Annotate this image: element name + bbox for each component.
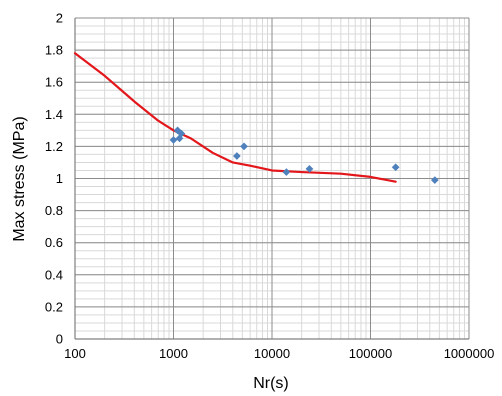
- y-tick-label: 1.2: [45, 139, 63, 154]
- data-point: [240, 142, 248, 151]
- data-point: [177, 129, 186, 138]
- y-tick-label: 2: [56, 11, 63, 26]
- x-axis-title: Nr(s): [253, 375, 289, 392]
- y-axis-title: Max stress (MPa): [11, 116, 28, 241]
- y-tick-label: 1.6: [45, 75, 63, 90]
- gridlines: [74, 17, 470, 340]
- y-tick-label: 0.2: [45, 299, 63, 314]
- y-tick-label: 1.4: [45, 107, 63, 122]
- series-layer: [73, 52, 439, 185]
- y-tick-label: 0.6: [45, 235, 63, 250]
- x-tick-label: 100000: [349, 346, 392, 361]
- y-tick-label: 0.8: [45, 203, 63, 218]
- y-tick-label: 1: [56, 171, 63, 186]
- trend-line: [73, 52, 397, 183]
- data-point: [391, 163, 400, 172]
- data-point: [169, 136, 178, 144]
- x-tick-label: 100: [64, 346, 86, 361]
- data-point: [430, 176, 439, 185]
- axis-frame: [74, 18, 469, 340]
- x-tick-label: 1000: [159, 346, 188, 361]
- x-tick-labels: 100 1000 10000 100000 1000000: [64, 346, 494, 361]
- y-tick-labels: 0 0.2 0.4 0.6 0.8 1 1.2 1.4 1.6 1.8 2: [45, 11, 63, 347]
- data-point: [305, 164, 314, 173]
- data-point: [232, 152, 241, 160]
- x-tick-label: 10000: [254, 346, 290, 361]
- y-tick-label: 0.4: [45, 267, 63, 282]
- data-point: [282, 168, 291, 177]
- y-tick-label: 1.8: [45, 43, 63, 58]
- x-tick-label: 1000000: [444, 346, 495, 361]
- y-tick-label: 0: [56, 332, 63, 347]
